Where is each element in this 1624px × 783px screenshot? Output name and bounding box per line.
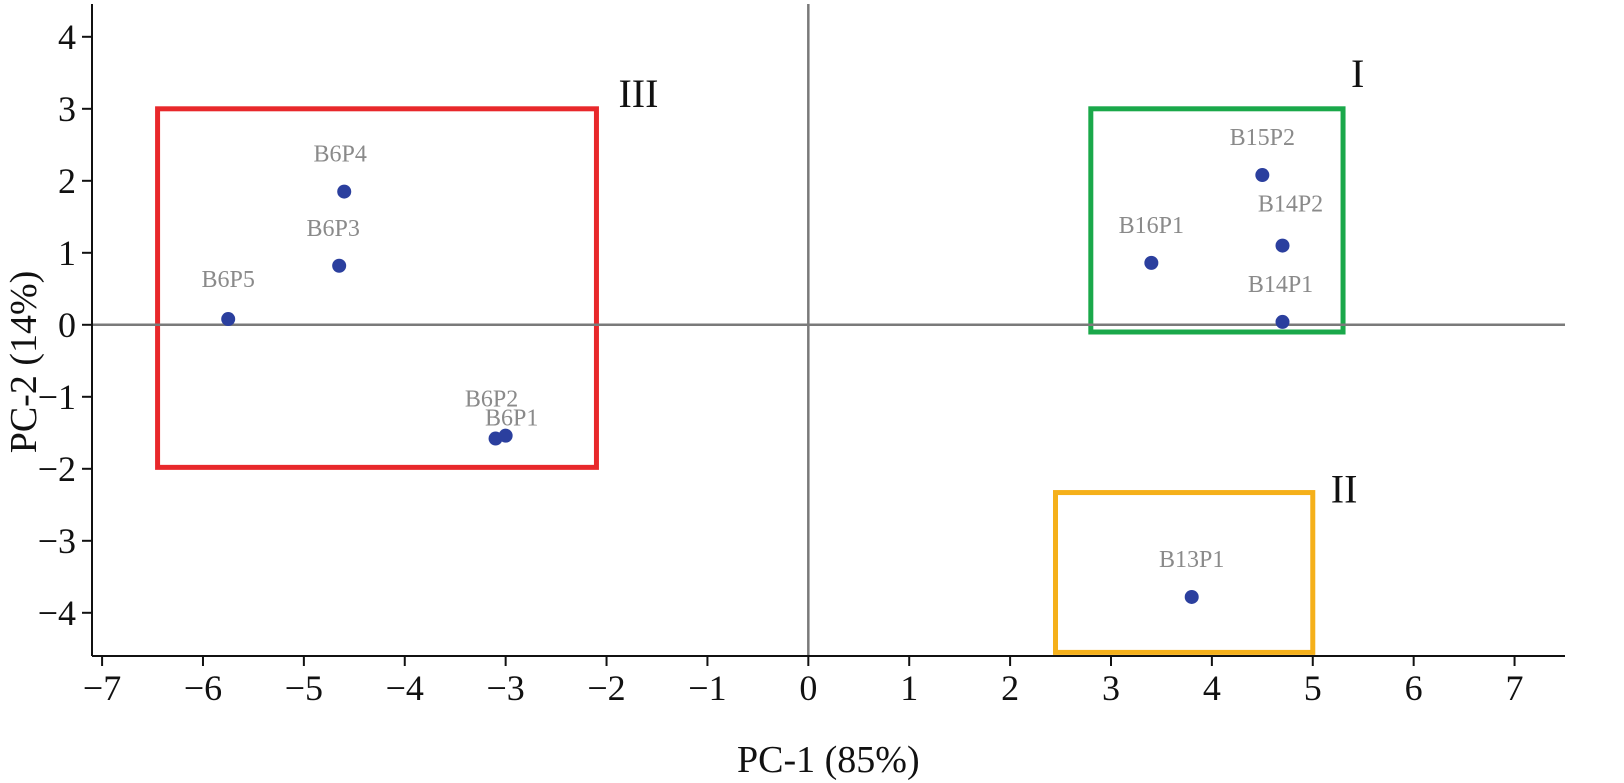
x-axis-title: PC-1 (85%) <box>737 739 920 781</box>
zero-lines-layer <box>92 4 1565 656</box>
data-point-b6p4 <box>337 184 352 199</box>
point-label-b14p2: B14P2 <box>1258 192 1323 218</box>
point-label-b15p2: B15P2 <box>1230 125 1295 151</box>
data-point-b6p5 <box>221 312 236 327</box>
x-tick-label: 2 <box>1001 668 1019 708</box>
x-tick-label: −5 <box>285 668 323 708</box>
y-axis-title: PC-2 (14%) <box>3 271 45 454</box>
axes-layer: −7 −6 −5 −4 −3 −2 −1 0 1 2 3 4 5 6 7 4 3 2 1 0 −1 −2 −3 −4 <box>38 4 1565 708</box>
points-layer <box>221 168 1290 604</box>
y-tick-label: 3 <box>58 89 76 129</box>
point-label-b6p2: B6P2 <box>465 387 518 413</box>
data-point-b13p1 <box>1184 589 1199 604</box>
x-tick-label: −6 <box>184 668 222 708</box>
labels-layer: III IIIB6P4B6P3B6P5B6P2B6P1B15P2B16P1B14P… <box>202 51 1365 573</box>
x-tick-label: −7 <box>83 668 121 708</box>
x-tick-label: −3 <box>486 668 524 708</box>
point-label-b6p4: B6P4 <box>314 142 367 168</box>
data-point-b6p1 <box>498 428 513 443</box>
y-tick-label: −4 <box>38 593 76 633</box>
x-tick-label: 0 <box>799 668 817 708</box>
y-tick-label: −2 <box>38 449 76 489</box>
y-tick-label: 4 <box>58 17 76 57</box>
x-tick-label: −2 <box>587 668 625 708</box>
regions-layer <box>155 106 1346 655</box>
data-point-b14p2 <box>1275 238 1290 253</box>
data-point-b6p3 <box>332 258 347 273</box>
data-point-b16p1 <box>1144 255 1159 270</box>
x-tick-label: 5 <box>1304 668 1322 708</box>
point-label-b6p5: B6P5 <box>202 267 255 293</box>
y-tick-label: 2 <box>58 161 76 201</box>
x-tick-label: −1 <box>688 668 726 708</box>
region-label-i: I <box>1351 51 1364 96</box>
point-label-b6p3: B6P3 <box>307 216 360 242</box>
region-box-iii <box>155 106 599 470</box>
region-box-ii <box>1053 490 1316 655</box>
point-label-b14p1: B14P1 <box>1248 272 1313 298</box>
region-box-i <box>1088 106 1346 335</box>
y-tick-label: −3 <box>38 521 76 561</box>
x-tick-label: 4 <box>1203 668 1221 708</box>
y-tick-label: 0 <box>58 305 76 345</box>
point-label-b6p1: B6P1 <box>485 406 538 432</box>
region-label-iii: III <box>618 71 658 116</box>
point-label-b13p1: B13P1 <box>1159 547 1224 573</box>
data-point-b14p1 <box>1275 314 1290 329</box>
y-tick-label: 1 <box>58 233 76 273</box>
x-tick-label: −4 <box>386 668 424 708</box>
point-label-b16p1: B16P1 <box>1119 213 1184 239</box>
x-tick-label: 1 <box>900 668 918 708</box>
x-tick-label: 7 <box>1506 668 1524 708</box>
region-label-ii: II <box>1331 467 1358 512</box>
data-point-b15p2 <box>1255 168 1270 183</box>
x-tick-label: 6 <box>1405 668 1423 708</box>
x-tick-label: 3 <box>1102 668 1120 708</box>
y-tick-label: −1 <box>38 377 76 417</box>
